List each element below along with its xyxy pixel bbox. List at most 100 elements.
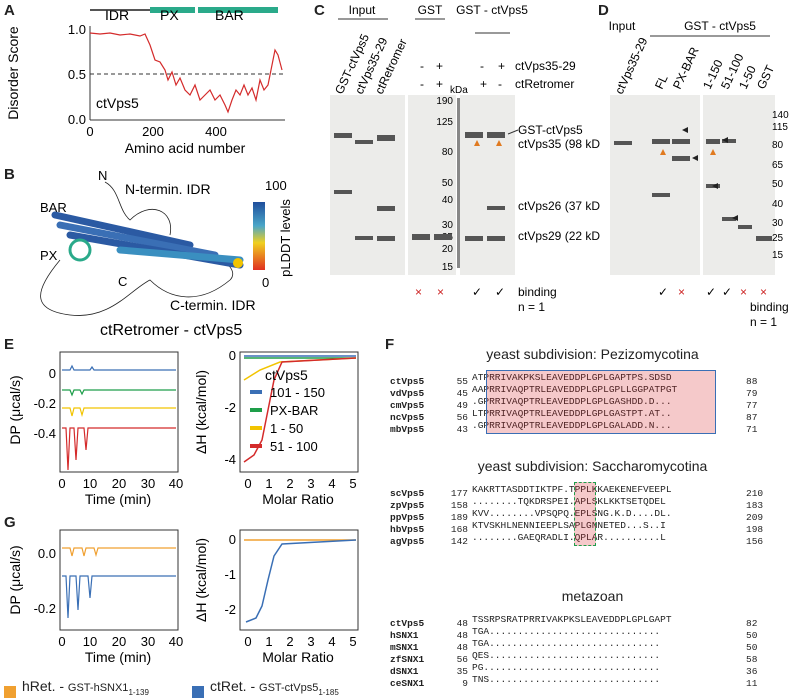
c-marker-20: 20 bbox=[442, 244, 454, 255]
alignment-sequence: KTVSKHLNENNIEEPLSAPLGNNETED...S..I bbox=[472, 520, 666, 531]
panel-b-label: B bbox=[4, 166, 15, 183]
c-sign-5: - bbox=[480, 59, 484, 73]
g-r-xtick-1: 0 bbox=[244, 634, 251, 649]
panel-f-label: F bbox=[385, 336, 395, 353]
e-l-xtick-1: 0 bbox=[58, 476, 65, 491]
d-gel-left bbox=[610, 95, 700, 275]
g-l-xtick-1: 0 bbox=[58, 634, 65, 649]
e-l-xtick-4: 30 bbox=[141, 476, 155, 491]
px-label: PX bbox=[160, 7, 179, 23]
e-r-xtick-3: 2 bbox=[286, 476, 293, 491]
e-left-frame bbox=[59, 351, 179, 473]
n-idr-label: N-termin. IDR bbox=[125, 181, 211, 197]
g-trace-blue bbox=[62, 575, 176, 619]
alignment-section-title: metazoan bbox=[561, 588, 624, 604]
c-bands bbox=[334, 98, 505, 268]
panel-g-label: G bbox=[4, 514, 16, 531]
alignment-sequence: AAPRRIVAQPTRLEAVEDDPLGPLGPLLGGPATPGT bbox=[472, 384, 678, 395]
alignment-species: vdVps5 bbox=[390, 388, 425, 399]
e-l-xlabel: Time (min) bbox=[85, 491, 151, 507]
c-sign-8: - bbox=[498, 77, 502, 91]
d-binding-2: × bbox=[678, 285, 685, 299]
c-group-gst-ctvps5: GST - ctVps5 bbox=[456, 3, 528, 17]
e-trace-green bbox=[62, 389, 176, 397]
alignment-sequence: KVV........VPSQPQ.EPLSNG.K.D....DL. bbox=[472, 508, 672, 519]
d-arrow-3 bbox=[712, 183, 718, 189]
g-r-ytick-1: 0 bbox=[229, 532, 236, 547]
g-r-ytick-3: -2 bbox=[224, 602, 236, 617]
alignment-end: 156 bbox=[746, 536, 764, 547]
c-term-label: C bbox=[118, 274, 127, 289]
a-xtick-2: 200 bbox=[142, 124, 164, 139]
bottom-legend-ctret: ctRet. - GST-ctVps51-185 bbox=[210, 678, 339, 697]
alignment-start: 142 bbox=[450, 536, 468, 547]
panel-c-gel: Input GST GST - ctVps5 GST-ctVps5 ctVps3… bbox=[330, 3, 600, 314]
alignment-sequence: .GPRRIVAQPTRLEAVEDDPLGPLGALADD.N... bbox=[472, 420, 672, 431]
g-r-ylabel: ΔH (kcal/mol) bbox=[193, 538, 209, 622]
e-r-ylabel: ΔH (kcal/mol) bbox=[193, 370, 209, 454]
panel-b-structure: N N-termin. IDR BAR PX C C-termin. IDR c… bbox=[40, 168, 293, 339]
e-r-xlabel: Molar Ratio bbox=[262, 491, 334, 507]
c-idr-loop bbox=[40, 258, 233, 316]
c-marker-40: 40 bbox=[442, 195, 454, 206]
c-idr-label: C-termin. IDR bbox=[170, 297, 256, 313]
alignment-end: 87 bbox=[746, 412, 758, 423]
colorbar-label: pLDDT levels bbox=[278, 199, 293, 277]
alignment-end: 58 bbox=[746, 654, 758, 665]
d-arrow-1 bbox=[682, 127, 688, 133]
g-l-ytick-1: 0.0 bbox=[38, 546, 56, 561]
alignment-start: 35 bbox=[456, 666, 468, 677]
alignment-row: mSNX1 48 TGA..............................… bbox=[390, 638, 757, 654]
alignment-start: 48 bbox=[456, 642, 468, 653]
alignment-end: 209 bbox=[746, 512, 764, 523]
e-r-xtick-2: 1 bbox=[265, 476, 272, 491]
g-r-xtick-3: 2 bbox=[286, 634, 293, 649]
alignment-species: hSNX1 bbox=[390, 630, 419, 641]
alignment-sequence: QES.............................. bbox=[472, 650, 661, 661]
c-band-1: GST-ctVps5 bbox=[518, 123, 583, 137]
n-term-label: N bbox=[98, 168, 107, 183]
d-lane-3: PX-BAR bbox=[670, 45, 702, 92]
ctret-range: 1-185 bbox=[318, 687, 339, 697]
alignment-row: ctVps5 48 TSSRPSRATPRRIVAKPKSLEAVEDDPLGPLG… bbox=[390, 614, 757, 630]
c-group-input: Input bbox=[349, 3, 376, 17]
e-r-ytick-2: -2 bbox=[224, 400, 236, 415]
alignment-start: 189 bbox=[450, 512, 468, 523]
c-binding-1: × bbox=[415, 285, 422, 299]
alignment-species: ncVps5 bbox=[390, 412, 425, 423]
alignment-sequence: ATPRRIVAKPKSLEAVEDDPLGPLGAPTPS.SDSD bbox=[472, 372, 672, 383]
c-gel-input bbox=[330, 95, 405, 275]
a-ytick-3: 0.0 bbox=[68, 112, 86, 127]
g-l-xtick-3: 20 bbox=[112, 634, 126, 649]
panel-e-itc: 0 -0.2 -0.4 0 10 20 30 40 Time (min) DP … bbox=[7, 348, 359, 507]
alignment-species: mSNX1 bbox=[390, 642, 419, 653]
alignment-sequence: KAKRTTASDDTIKTPF.TPPLKKAEKENEFVEEPL bbox=[472, 484, 672, 495]
alignment-end: 71 bbox=[746, 424, 758, 435]
px-domain bbox=[68, 238, 92, 262]
alignment-row: zpVps5 158 ........TQKDRSPEI.APLSKLKKTSETQ… bbox=[390, 496, 763, 512]
d-group-gst-ctvps5: GST - ctVps5 bbox=[684, 19, 756, 33]
g-fit-blue bbox=[245, 539, 357, 623]
alignment-species: zpVps5 bbox=[390, 500, 425, 511]
alignment-row: zfSNX1 56 QES.............................… bbox=[390, 650, 757, 666]
alignment-sequence: TGA.............................. bbox=[472, 638, 661, 649]
g-l-ylabel: DP (μcal/s) bbox=[7, 545, 23, 614]
d-marker-40: 40 bbox=[772, 199, 784, 210]
c-sign-3: - bbox=[420, 77, 424, 91]
alignment-start: 55 bbox=[456, 376, 468, 387]
g-right-frame bbox=[239, 529, 359, 631]
c-marker-50: 50 bbox=[442, 178, 454, 189]
bar-label: BAR bbox=[215, 7, 244, 23]
panel-c-label: C bbox=[314, 2, 325, 19]
px-struct-label: PX bbox=[40, 248, 58, 263]
alignment-end: 77 bbox=[746, 400, 758, 411]
e-r-ytick-1: 0 bbox=[229, 348, 236, 363]
e-legend-3: 1 - 50 bbox=[270, 421, 303, 436]
d-marker-115: 115 bbox=[772, 122, 788, 133]
alignment-start: 9 bbox=[462, 678, 468, 689]
alignment-row: ncVps5 56 LTPRRIVAQPTRLEAVEDDPLGPLGASTPT.A… bbox=[390, 408, 757, 424]
d-binding-1: ✓ bbox=[658, 285, 668, 299]
c-marker-80: 80 bbox=[442, 147, 454, 158]
c-band-pointer-1 bbox=[507, 129, 519, 135]
c-sign-6: + bbox=[498, 59, 505, 73]
